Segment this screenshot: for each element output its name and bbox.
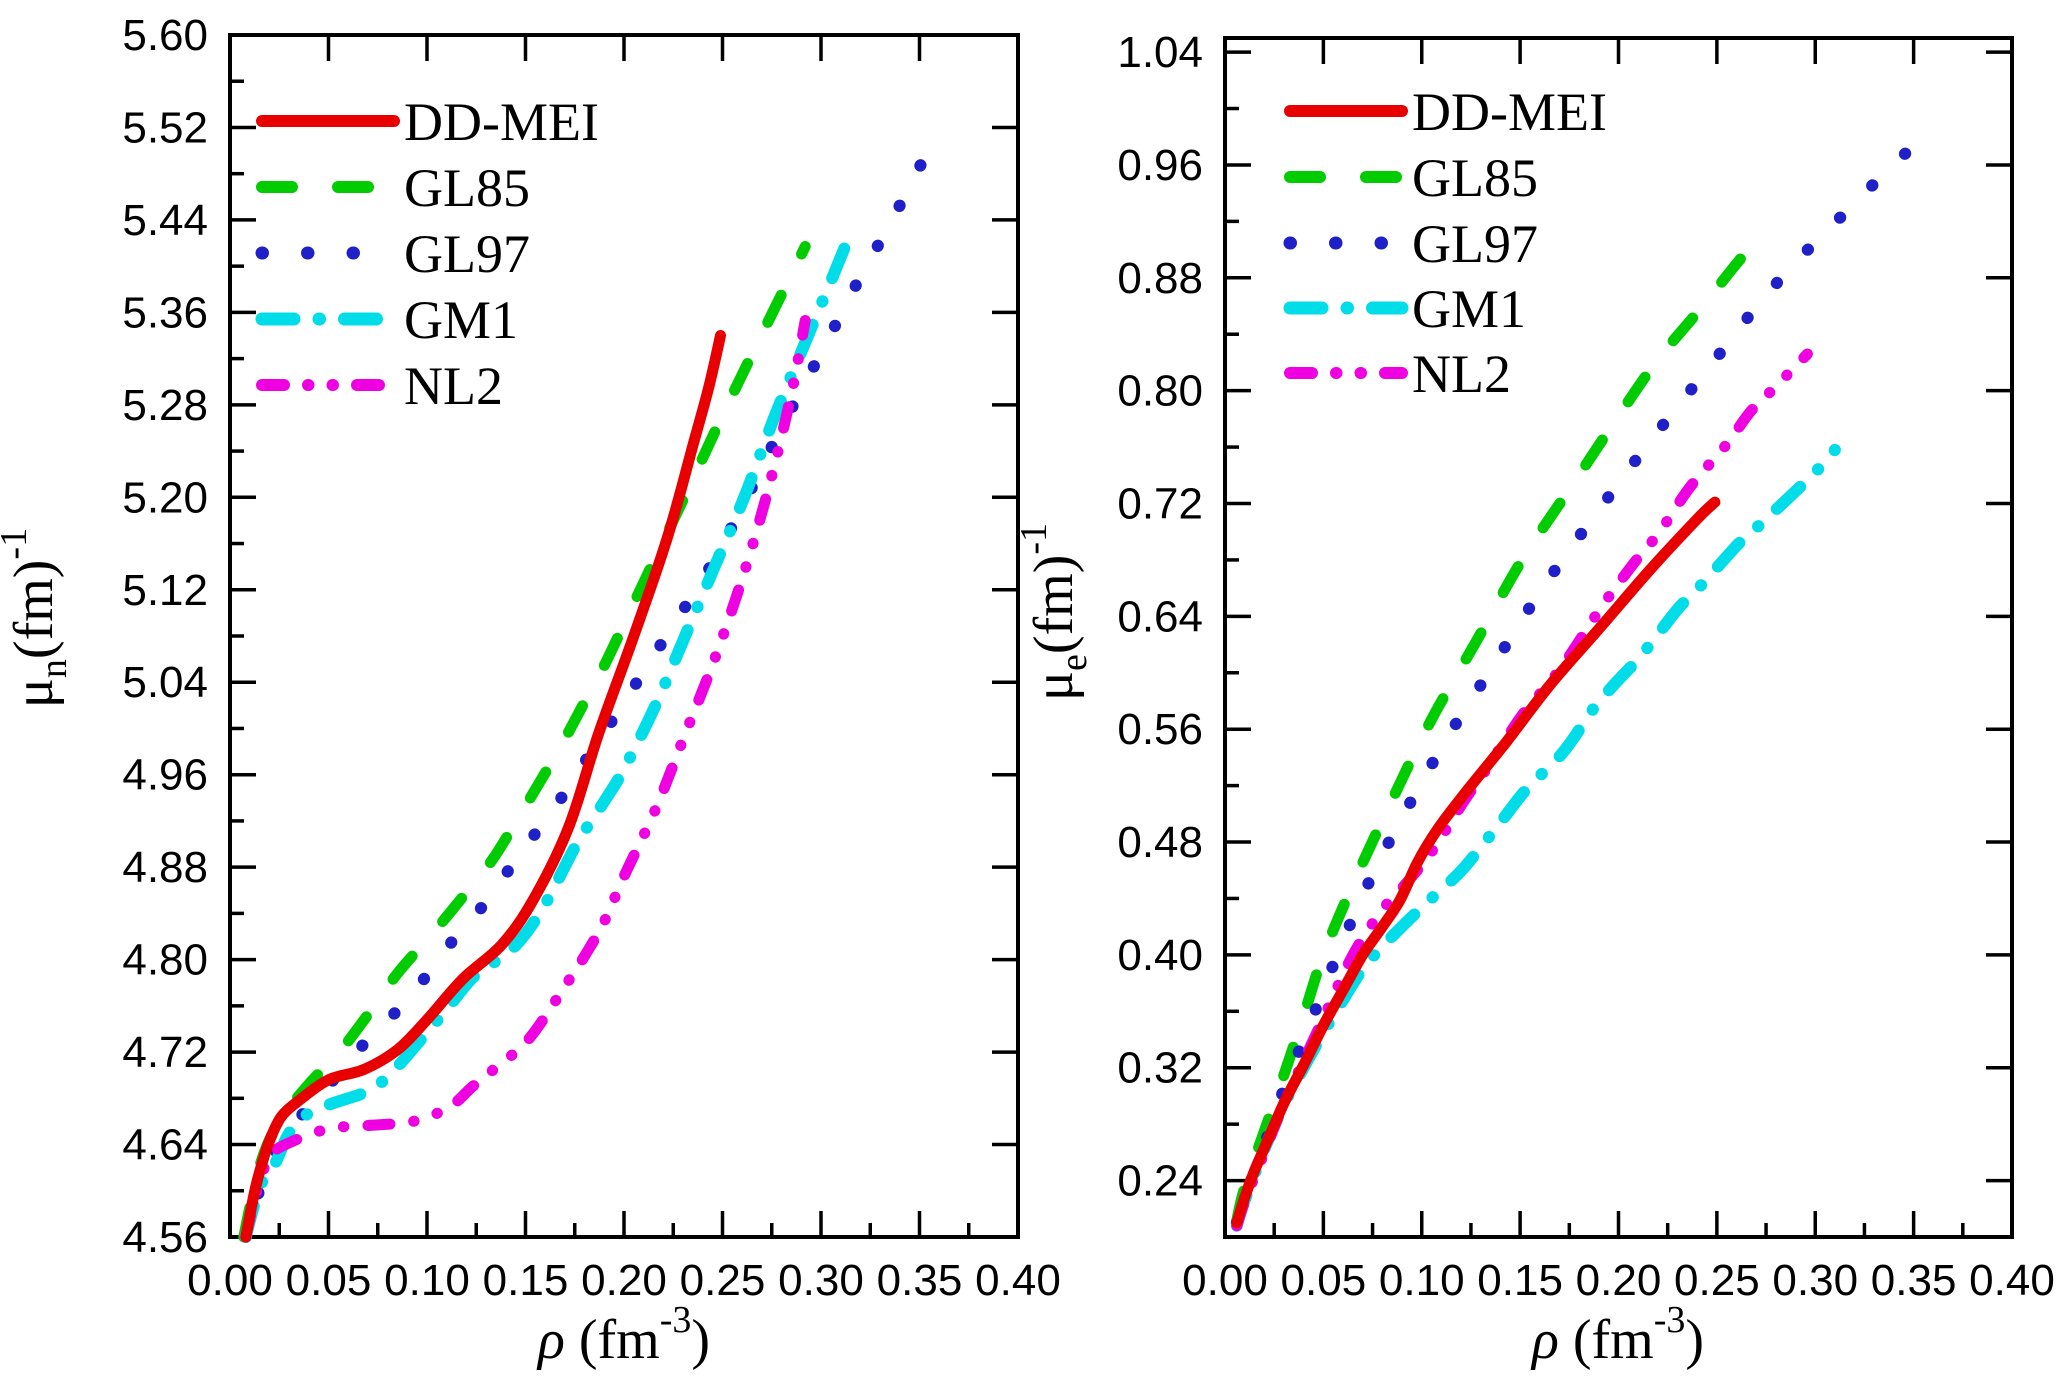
y-tick-label: 5.52 [122,103,208,152]
x-tick-label: 0.35 [877,1256,963,1305]
x-tick-label: 0.00 [1182,1256,1268,1305]
y-tick-label: 4.72 [122,1028,208,1077]
y-axis-title: μn(fm)-1 [0,528,75,708]
y-tick-label: 0.80 [1117,367,1203,416]
y-tick-label: 5.20 [122,473,208,522]
x-tick-label: 0.00 [187,1256,273,1305]
y-tick-label: 5.44 [122,196,208,245]
curve-GL85-right [1231,222,1772,1226]
y-tick-label: 0.32 [1117,1044,1203,1093]
x-tick-label: 0.20 [581,1256,667,1305]
legend-label-GL85-right: GL85 [1412,148,1538,208]
x-tick-label: 0.30 [778,1256,864,1305]
legend-label-DD-MEI-right: DD-MEI [1412,82,1607,142]
curve-DD-MEI-left [240,330,726,1243]
curve-GM1-left [239,241,851,1243]
x-tick-label: 0.10 [1379,1256,1465,1305]
y-tick-label: 0.64 [1117,592,1203,641]
y-tick-label: 4.80 [122,936,208,985]
x-tick-label: 0.05 [1281,1256,1367,1305]
x-tick-label: 0.15 [1477,1256,1563,1305]
y-tick-label: 4.88 [122,843,208,892]
panel-right: 0.00 0.05 0.10 0.15 0.20 0.25 0.30 0.35 0.400.24… [1013,28,2055,1371]
legend-label-NL2-left: NL2 [404,356,503,416]
y-tick-label: 0.24 [1117,1157,1203,1206]
curve-DD-MEI-right [1231,496,1721,1229]
x-tick-label: 0.05 [286,1256,372,1305]
curve-NL2-left [240,315,811,1243]
x-axis-title: ρ (fm-3) [536,1299,710,1371]
x-axis-title: ρ (fm-3) [1530,1299,1704,1371]
y-tick-label: 5.60 [122,11,208,60]
x-tick-label: 0.40 [975,1256,1061,1305]
x-tick-label: 0.25 [1674,1256,1760,1305]
x-tick-label: 0.25 [680,1256,766,1305]
y-tick-label: 1.04 [1117,28,1203,77]
legend-label-GL97-right: GL97 [1412,214,1538,274]
x-tick-label: 0.15 [483,1256,569,1305]
x-tick-label: 0.30 [1772,1256,1858,1305]
y-tick-label: 5.12 [122,566,208,615]
y-tick-label: 4.56 [122,1213,208,1262]
legend-label-DD-MEI-left: DD-MEI [404,92,599,152]
y-tick-label: 5.04 [122,658,208,707]
y-tick-label: 0.96 [1117,141,1203,190]
legend-label-GL97-left: GL97 [404,224,530,284]
legend-label-GM1-left: GM1 [404,290,518,350]
x-tick-label: 0.35 [1871,1256,1957,1305]
y-tick-label: 4.96 [122,751,208,800]
y-tick-label: 0.40 [1117,931,1203,980]
y-tick-label: 0.72 [1117,479,1203,528]
x-tick-label: 0.20 [1576,1256,1662,1305]
y-tick-label: 5.28 [122,381,208,430]
y-tick-label: 0.88 [1117,254,1203,303]
legend-label-GM1-right: GM1 [1412,279,1526,339]
y-tick-label: 0.56 [1117,705,1203,754]
legend-label-GL85-left: GL85 [404,158,530,218]
x-tick-label: 0.40 [1969,1256,2055,1305]
y-axis-title: μe(fm)-1 [1013,523,1095,701]
x-tick-label: 0.10 [384,1256,470,1305]
legend-label-NL2-right: NL2 [1412,344,1511,404]
y-tick-label: 4.64 [122,1121,208,1170]
y-tick-label: 0.48 [1117,818,1203,867]
y-tick-label: 5.36 [122,288,208,337]
panel-left: 0.00 0.05 0.10 0.15 0.20 0.25 0.30 0.35 0.40 4.56… [0,11,1061,1371]
